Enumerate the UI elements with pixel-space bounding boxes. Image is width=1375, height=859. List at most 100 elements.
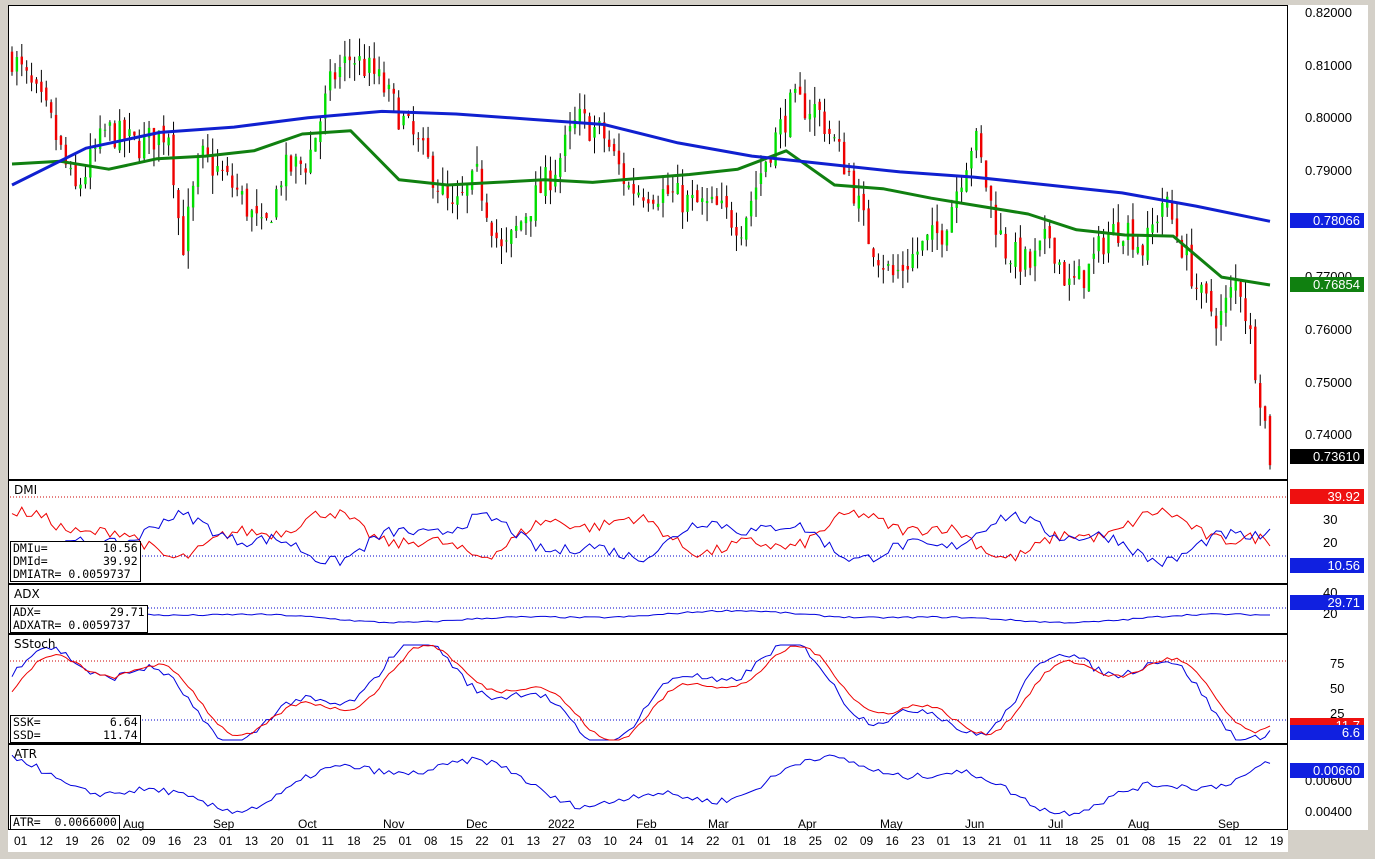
x-day-label: 22 [1193,834,1207,848]
x-day-label: 26 [90,834,105,848]
ssk-badge: 6.6 [1290,725,1364,740]
adx-info-line: ADX= 29.71 [13,605,145,619]
candle-body [975,130,978,151]
candle-body [196,157,200,187]
candle-body [1151,224,1154,233]
candle-body [299,160,303,164]
x-month-label: May [880,817,903,831]
candle-body [1146,227,1149,261]
candle-body [960,187,963,193]
candle-body [563,134,567,157]
candle-body [40,81,43,92]
candle-body [838,139,841,142]
candle-body [49,102,53,113]
candle-body [1244,298,1247,322]
candle-body [294,156,298,167]
candle-body [1156,221,1159,224]
candle-body [529,216,533,222]
x-day-label: 13 [244,834,259,848]
x-day-label: 03 [577,834,592,848]
candle-body [1200,284,1203,293]
x-day-label: 01 [1218,834,1233,848]
candle-body [98,128,102,149]
candle-body [661,189,665,203]
candle-body [260,217,263,219]
x-day-label: 11 [1039,834,1052,848]
x-day-label: 21 [988,834,1002,848]
candle-body [235,187,239,190]
candle-body [994,204,998,235]
x-day-label: 25 [808,834,822,848]
candle-body [1038,240,1042,251]
sstoch-info-line: SSD= 11.74 [13,728,138,742]
candle-body [54,114,58,140]
candle-body [436,190,440,192]
candle-body [622,163,626,184]
candle-body [519,221,523,230]
candle-body [1004,233,1007,259]
candle-body [705,201,709,204]
candle-body [500,239,503,247]
x-day-label: 02 [834,834,848,848]
adx-line [11,609,1270,624]
candle-body [1210,290,1213,312]
x-day-label: 18 [1064,834,1079,848]
x-day-label: 15 [449,834,464,848]
candle-body [216,166,219,172]
candle-body [1190,244,1193,287]
candle-body [989,185,993,201]
x-day-label: 23 [911,834,925,848]
candle-body [1024,249,1027,270]
candle-body [568,126,572,132]
candle-body [759,173,763,185]
candle-body [20,56,23,65]
candle-body [735,226,738,236]
candle-body [485,202,489,218]
candle-body [402,115,405,126]
x-day-label: 14 [680,834,694,848]
candle-body [789,92,792,138]
x-day-label: 09 [142,834,156,848]
dmi-label: DMI [14,483,38,497]
candle-body [387,84,391,90]
candle-body [607,139,611,147]
panel-separator [8,583,1288,585]
x-day-label: 11 [321,834,335,848]
candle-body [857,195,861,209]
candle-body [363,58,366,77]
candle-body [108,122,112,126]
candle-body [333,72,337,80]
candle-body [451,202,454,204]
x-day-label: 20 [270,834,284,848]
candle-body [769,158,772,163]
candle-body [1214,315,1218,329]
x-day-label: 18 [782,834,797,848]
candle-body [1014,241,1017,267]
candle-body [1141,245,1144,256]
candle-body [612,144,616,152]
y-axis-column [1288,5,1368,830]
candle-body [1107,233,1110,254]
candle-body [627,185,630,188]
panel-separator [8,743,1288,745]
candle-body [1185,245,1188,256]
candle-body [328,71,332,91]
candle-body [304,168,307,173]
candle-body [534,185,537,221]
candle-body [167,137,170,146]
candle-body [1087,263,1091,292]
x-month-label: Sep [213,817,235,831]
candle-body [700,198,704,202]
candle-body [931,225,934,240]
candle-body [191,185,195,208]
x-day-label: 19 [1270,834,1284,848]
candle-body [138,140,141,159]
candle-body [652,199,655,204]
candle-body [309,149,312,173]
candle-body [133,131,136,136]
candle-body [642,197,645,201]
candle-body [505,240,508,242]
candle-body [240,191,244,195]
candle-body [206,147,209,155]
candle-body [730,210,733,228]
